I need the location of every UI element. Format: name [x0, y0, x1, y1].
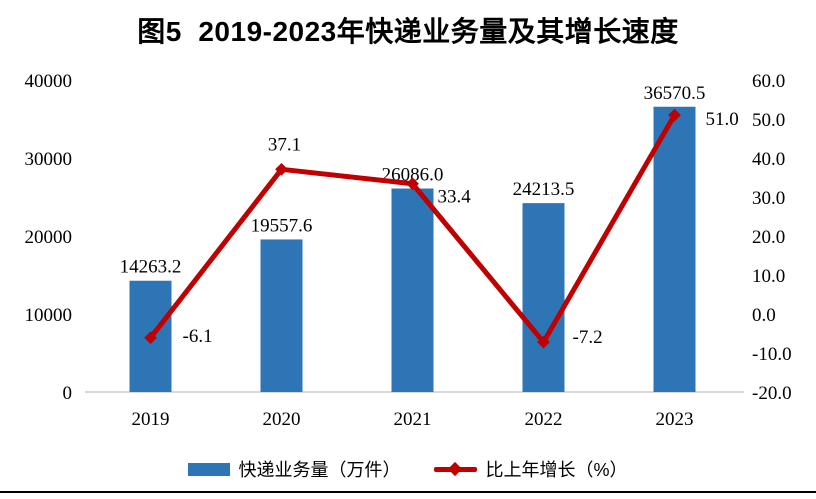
legend-label-bar-series: 快递业务量（万件）	[238, 460, 401, 480]
left-axis-tick-label: 10000	[25, 305, 73, 326]
x-axis-category-label: 2022	[525, 409, 563, 430]
legend: 快递业务量（万件） 比上年增长（%）	[0, 456, 816, 482]
bar-value-label: 14263.2	[120, 257, 182, 278]
diamond-marker-icon	[406, 177, 419, 191]
diamond-marker-icon	[275, 162, 288, 176]
bar-value-label: 19557.6	[251, 215, 313, 236]
growth-value-label: -7.2	[573, 327, 603, 348]
growth-value-label: 37.1	[268, 134, 301, 155]
right-axis-tick-label: 40.0	[752, 149, 785, 170]
x-axis-category-label: 2021	[394, 409, 432, 430]
growth-value-label: 33.4	[438, 187, 472, 208]
bar-2023	[653, 106, 696, 393]
right-axis-tick-label: 60.0	[752, 71, 785, 92]
right-axis-tick-label: 20.0	[752, 227, 785, 248]
right-axis-tick-label: 10.0	[752, 266, 785, 287]
x-axis-category-label: 2020	[263, 409, 301, 430]
left-axis-tick-label: 30000	[25, 149, 73, 170]
diamond-marker-icon	[448, 461, 463, 476]
bar-value-label: 36570.5	[644, 83, 706, 104]
x-axis-category-label: 2019	[132, 409, 170, 430]
growth-value-label: -6.1	[183, 326, 213, 347]
bar-2020	[260, 239, 303, 392]
legend-label-line-series: 比上年增长（%）	[485, 460, 628, 480]
left-axis-tick-label: 40000	[25, 71, 73, 92]
legend-item-bar-series: 快递业务量（万件）	[188, 456, 400, 482]
diamond-marker-icon	[144, 331, 157, 345]
right-axis-tick-label: 30.0	[752, 188, 785, 209]
right-axis-tick-label: -20.0	[752, 383, 792, 404]
left-axis-tick-label: 0	[63, 383, 73, 404]
right-axis-tick-label: -10.0	[752, 344, 792, 365]
bottom-border-line	[0, 491, 816, 493]
right-axis-tick-label: 50.0	[752, 110, 785, 131]
bar-value-label: 24213.5	[513, 179, 575, 200]
line-series-marker-icon	[434, 461, 478, 476]
left-axis-tick-label: 20000	[25, 227, 73, 248]
chart-title: 图5 2019-2023年快递业务量及其增长速度	[137, 16, 679, 47]
bar-2021	[391, 188, 434, 392]
bar-2022	[522, 203, 565, 392]
right-axis-tick-label: 0.0	[752, 305, 776, 326]
bar-series-swatch-icon	[188, 462, 231, 476]
x-axis-category-label: 2023	[656, 409, 694, 430]
growth-value-label: 51.0	[706, 109, 739, 130]
legend-item-line-series: 比上年增长（%）	[434, 456, 628, 482]
combo-chart: 0 10000 20000 30000 40000 -20.0 -10.0 0.0 10.0 20…	[25, 71, 792, 430]
